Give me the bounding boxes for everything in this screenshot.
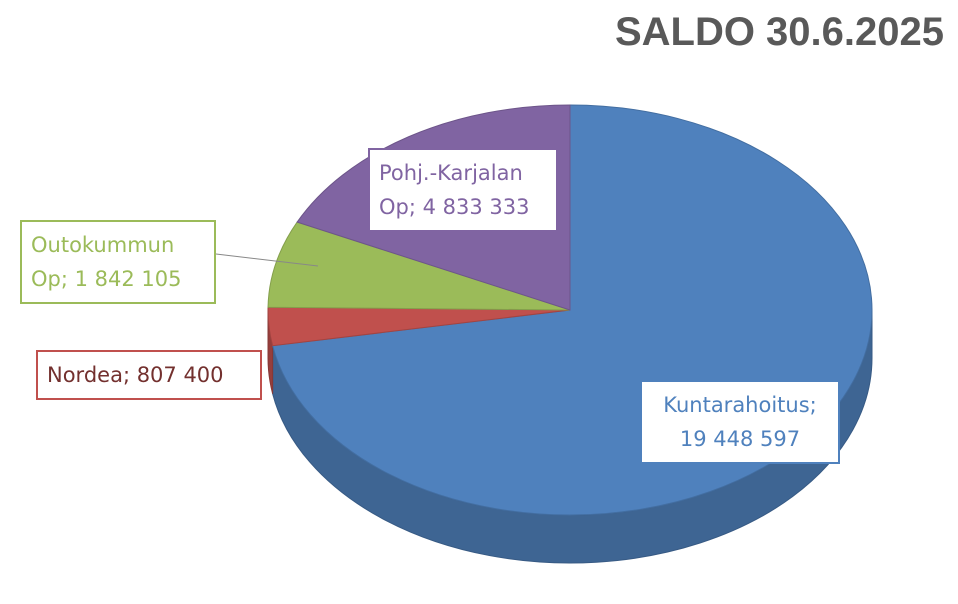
data-label: Nordea; 807 400 — [36, 350, 262, 400]
leader-line — [215, 253, 319, 267]
data-label: Kuntarahoitus; 19 448 597 — [640, 380, 840, 464]
data-label: Pohj.-Karjalan Op; 4 833 333 — [368, 148, 558, 232]
data-label: Outokummun Op; 1 842 105 — [20, 220, 216, 304]
pie-slice — [267, 221, 571, 311]
chart-title: SALDO 30.6.2025 — [614, 10, 944, 54]
